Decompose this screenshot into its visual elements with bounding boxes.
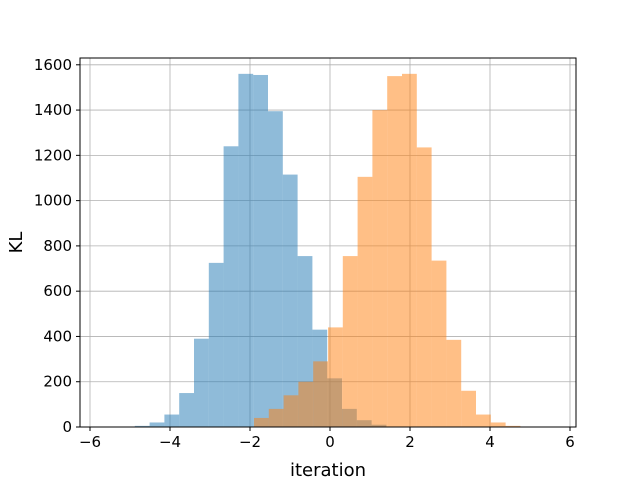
x-tick-label: 6 xyxy=(565,433,575,451)
histogram-bar-series-1 xyxy=(134,425,150,427)
histogram-bar-series-1 xyxy=(164,414,180,427)
y-tick-label: 800 xyxy=(43,237,72,255)
histogram-bar-series-2 xyxy=(328,327,343,427)
histogram-bar-series-1 xyxy=(149,422,165,427)
histogram-bar-series-2 xyxy=(402,73,417,428)
y-tick-label: 600 xyxy=(43,282,72,300)
histogram-bar-series-2 xyxy=(461,390,476,427)
histogram-bar-series-1 xyxy=(268,111,283,427)
y-tick-label: 200 xyxy=(43,373,72,391)
histogram-bar-series-2 xyxy=(254,417,269,427)
y-tick-label: 1000 xyxy=(34,192,72,210)
histogram-bar-series-2 xyxy=(313,361,328,427)
y-axis-label: KL xyxy=(6,232,27,254)
axis-ticks: −6 −4 −2 0 2 4 6 0 200 400 600 800 1000 1200 1400 1600 xyxy=(34,56,575,451)
histogram-bar-series-2 xyxy=(387,76,402,428)
histogram-bar-series-2 xyxy=(342,256,358,427)
histogram-bar-series-2 xyxy=(416,147,432,428)
histogram-bar-series-1 xyxy=(194,338,209,427)
y-tick-label: 1400 xyxy=(34,101,72,119)
x-tick-label: 2 xyxy=(405,433,415,451)
x-tick-label: 4 xyxy=(485,433,495,451)
histogram-bar-series-1 xyxy=(238,73,254,428)
histogram-bar-series-1 xyxy=(253,74,268,428)
x-tick-label: −2 xyxy=(239,433,261,451)
x-axis-label: iteration xyxy=(290,460,366,480)
histogram-bar-series-2 xyxy=(268,408,284,427)
y-tick-label: 0 xyxy=(62,418,72,436)
y-tick-label: 1600 xyxy=(34,56,72,74)
histogram-bar-series-1 xyxy=(208,262,224,427)
histogram-bar-series-2 xyxy=(431,260,447,427)
histogram-bar-series-2 xyxy=(446,339,462,427)
histogram-bar-series-1 xyxy=(179,393,194,427)
histogram-bar-series-1 xyxy=(282,174,298,427)
x-tick-label: 0 xyxy=(325,433,335,451)
histogram-bar-series-2 xyxy=(283,395,299,427)
histogram-bars xyxy=(134,73,521,428)
y-tick-label: 1200 xyxy=(34,146,72,164)
x-tick-label: −6 xyxy=(79,433,101,451)
histogram-bar-series-2 xyxy=(505,425,521,427)
plot-frame xyxy=(79,57,577,428)
histogram-bar-series-2 xyxy=(357,176,373,427)
histogram-bar-series-1 xyxy=(223,146,239,428)
histogram-bar-series-2 xyxy=(490,422,506,427)
histogram-bar-series-2 xyxy=(476,414,491,427)
histogram-bar-series-2 xyxy=(298,381,314,427)
x-tick-label: −4 xyxy=(159,433,181,451)
y-tick-label: 400 xyxy=(43,327,72,345)
histogram-bar-series-2 xyxy=(372,110,388,428)
